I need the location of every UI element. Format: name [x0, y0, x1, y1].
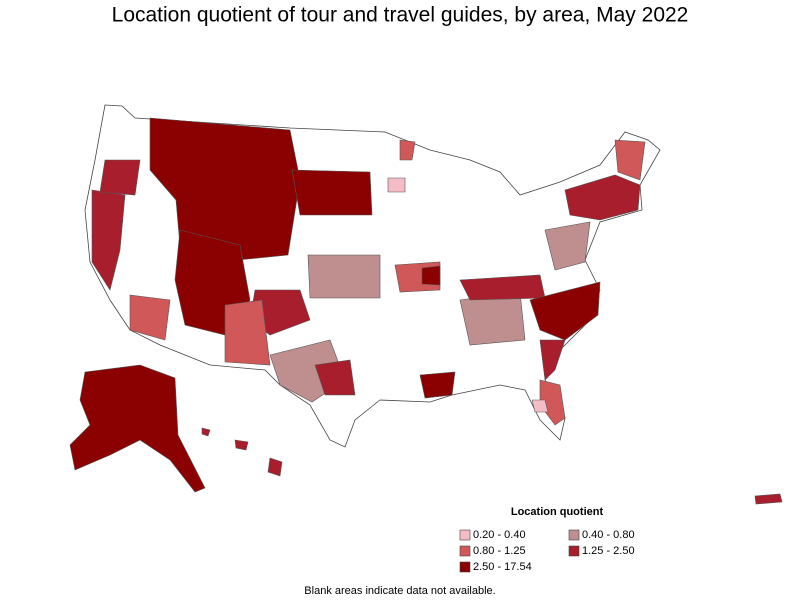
- region: [307, 254, 381, 299]
- region: [421, 265, 441, 286]
- legend-swatch: [568, 545, 580, 557]
- legend-label: 2.50 - 17.54: [473, 561, 532, 573]
- legend-swatch: [459, 529, 471, 541]
- regions: [91, 117, 646, 426]
- legend-swatch: [568, 529, 580, 541]
- region: [387, 177, 406, 193]
- legend: Location quotient 0.20 - 0.40 0.40 - 0.80…: [459, 506, 635, 573]
- region: [314, 359, 356, 396]
- region: [91, 189, 126, 291]
- region: [419, 371, 456, 399]
- legend-label: 0.80 - 1.25: [473, 545, 526, 557]
- region: [129, 294, 171, 341]
- region: [529, 281, 601, 341]
- legend-title: Location quotient: [511, 506, 604, 518]
- hawaii: [267, 457, 283, 477]
- region: [531, 399, 549, 413]
- region: [399, 139, 416, 161]
- alaska: [69, 364, 206, 493]
- region: [291, 169, 373, 216]
- region: [99, 159, 141, 196]
- hawaii: [201, 427, 211, 437]
- puerto-rico: [754, 493, 783, 505]
- footnote: Blank areas indicate data not available.: [304, 585, 495, 597]
- legend-swatch: [459, 561, 471, 573]
- region: [224, 299, 271, 366]
- region: [564, 174, 641, 221]
- legend-label: 0.40 - 0.80: [582, 529, 635, 541]
- legend-label: 0.20 - 0.40: [473, 529, 526, 541]
- hawaii: [234, 439, 249, 451]
- legend-swatch: [459, 545, 471, 557]
- region: [614, 139, 646, 181]
- region: [544, 221, 591, 271]
- map: [69, 104, 783, 505]
- map-title: Location quotient of tour and travel gui…: [112, 4, 689, 27]
- region: [539, 339, 566, 381]
- legend-items: 0.20 - 0.40 0.40 - 0.80 0.80 - 1.25 1.25 - …: [459, 529, 635, 573]
- legend-label: 1.25 - 2.50: [582, 545, 635, 557]
